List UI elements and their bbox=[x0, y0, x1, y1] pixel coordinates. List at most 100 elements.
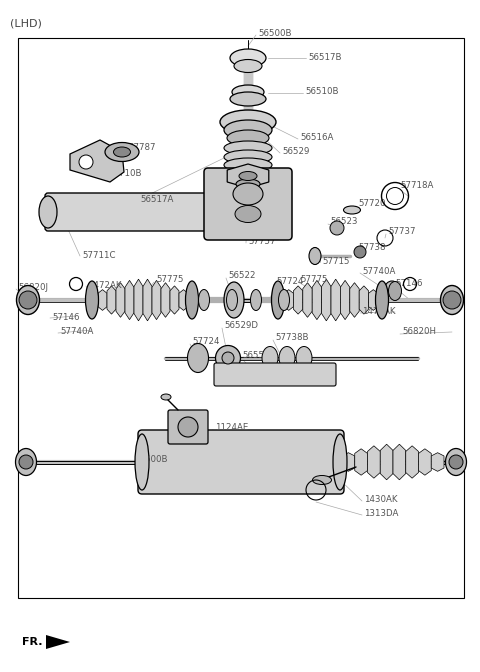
Ellipse shape bbox=[39, 196, 57, 228]
Polygon shape bbox=[179, 290, 188, 310]
Text: 56500B: 56500B bbox=[134, 456, 168, 464]
Ellipse shape bbox=[375, 281, 388, 319]
FancyBboxPatch shape bbox=[168, 410, 208, 444]
Circle shape bbox=[330, 221, 344, 235]
FancyBboxPatch shape bbox=[204, 168, 292, 240]
Ellipse shape bbox=[344, 206, 360, 214]
Circle shape bbox=[443, 291, 461, 309]
Ellipse shape bbox=[16, 286, 39, 314]
Ellipse shape bbox=[220, 110, 276, 134]
Polygon shape bbox=[355, 449, 368, 475]
Ellipse shape bbox=[385, 281, 399, 295]
Polygon shape bbox=[380, 444, 393, 480]
Text: 57146: 57146 bbox=[52, 312, 80, 321]
Ellipse shape bbox=[224, 282, 244, 318]
Polygon shape bbox=[369, 290, 378, 310]
FancyBboxPatch shape bbox=[45, 193, 226, 231]
Ellipse shape bbox=[161, 394, 171, 400]
Polygon shape bbox=[293, 286, 303, 314]
Text: 56517A: 56517A bbox=[140, 196, 173, 204]
Ellipse shape bbox=[296, 347, 312, 370]
Ellipse shape bbox=[199, 290, 209, 310]
Text: 56500B: 56500B bbox=[258, 30, 291, 38]
Text: 1430AK: 1430AK bbox=[364, 495, 397, 505]
Polygon shape bbox=[342, 453, 355, 471]
Text: 57775: 57775 bbox=[300, 276, 327, 284]
Text: 56517B: 56517B bbox=[308, 52, 341, 62]
Polygon shape bbox=[143, 279, 152, 321]
Ellipse shape bbox=[333, 434, 347, 490]
Circle shape bbox=[19, 291, 37, 309]
Ellipse shape bbox=[445, 448, 467, 476]
Ellipse shape bbox=[230, 92, 266, 106]
Ellipse shape bbox=[230, 49, 266, 67]
Ellipse shape bbox=[216, 345, 240, 370]
Text: 57711C: 57711C bbox=[82, 251, 116, 259]
Polygon shape bbox=[303, 283, 312, 317]
Ellipse shape bbox=[222, 352, 234, 364]
Ellipse shape bbox=[278, 290, 289, 310]
Polygon shape bbox=[368, 446, 380, 478]
Circle shape bbox=[79, 155, 93, 169]
Text: 57710B: 57710B bbox=[108, 169, 142, 179]
Text: FR.: FR. bbox=[22, 637, 43, 647]
Polygon shape bbox=[161, 283, 170, 317]
Text: 56529: 56529 bbox=[282, 147, 310, 157]
Ellipse shape bbox=[227, 130, 269, 146]
Text: 57740A: 57740A bbox=[60, 327, 94, 337]
Ellipse shape bbox=[188, 343, 208, 372]
Text: 56522: 56522 bbox=[228, 271, 255, 280]
Polygon shape bbox=[340, 280, 350, 320]
Polygon shape bbox=[170, 286, 179, 314]
Text: 57737: 57737 bbox=[388, 228, 416, 237]
Ellipse shape bbox=[312, 476, 332, 485]
Ellipse shape bbox=[224, 120, 272, 140]
Text: 57715: 57715 bbox=[322, 257, 349, 265]
Text: 57735G: 57735G bbox=[258, 224, 292, 233]
Ellipse shape bbox=[85, 281, 98, 319]
Text: 56820H: 56820H bbox=[402, 327, 436, 337]
Text: 57775: 57775 bbox=[156, 276, 183, 284]
Text: 57740A: 57740A bbox=[362, 267, 396, 276]
Text: 57738: 57738 bbox=[358, 243, 385, 251]
Polygon shape bbox=[419, 449, 431, 475]
Ellipse shape bbox=[224, 158, 272, 172]
FancyBboxPatch shape bbox=[214, 363, 336, 386]
Ellipse shape bbox=[232, 85, 264, 99]
Ellipse shape bbox=[105, 142, 139, 161]
Ellipse shape bbox=[236, 179, 260, 189]
Polygon shape bbox=[116, 283, 125, 317]
Text: 1313DA: 1313DA bbox=[364, 509, 398, 519]
Text: 56555B: 56555B bbox=[242, 351, 276, 360]
Text: 57738B: 57738B bbox=[275, 333, 309, 343]
Polygon shape bbox=[350, 283, 359, 317]
Ellipse shape bbox=[214, 196, 232, 228]
Polygon shape bbox=[312, 280, 322, 320]
Ellipse shape bbox=[272, 281, 285, 319]
Ellipse shape bbox=[233, 183, 263, 205]
Polygon shape bbox=[331, 279, 340, 321]
Bar bbox=[18, 38, 464, 598]
Text: (LHD): (LHD) bbox=[10, 18, 42, 28]
Text: 56510B: 56510B bbox=[305, 87, 338, 97]
Text: 57146: 57146 bbox=[395, 280, 422, 288]
FancyBboxPatch shape bbox=[138, 430, 344, 494]
Ellipse shape bbox=[235, 206, 261, 222]
Text: 56516A: 56516A bbox=[300, 134, 334, 142]
Ellipse shape bbox=[185, 281, 199, 319]
Text: 57757: 57757 bbox=[248, 237, 276, 247]
Text: 56529D: 56529D bbox=[224, 321, 258, 331]
Circle shape bbox=[354, 246, 366, 258]
Polygon shape bbox=[359, 286, 369, 314]
Ellipse shape bbox=[309, 247, 321, 265]
Text: 57724: 57724 bbox=[276, 278, 303, 286]
Text: 57724: 57724 bbox=[192, 337, 219, 347]
Polygon shape bbox=[125, 280, 134, 320]
Circle shape bbox=[178, 417, 198, 437]
Text: 57718A: 57718A bbox=[400, 181, 433, 190]
Polygon shape bbox=[406, 446, 419, 478]
Ellipse shape bbox=[15, 448, 36, 476]
Polygon shape bbox=[393, 444, 406, 480]
Polygon shape bbox=[284, 290, 293, 310]
Polygon shape bbox=[46, 635, 70, 649]
